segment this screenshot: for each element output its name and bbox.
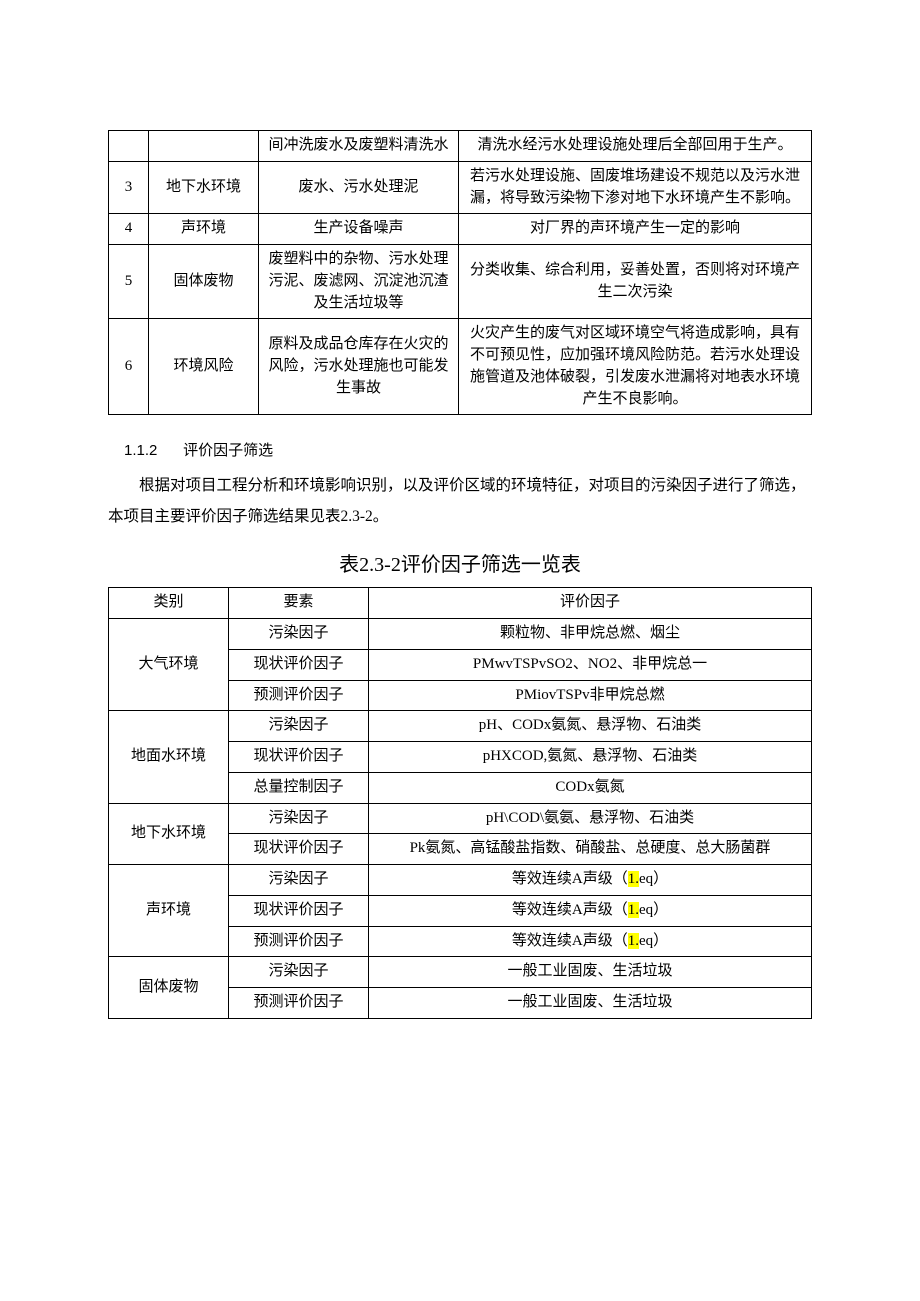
factor-cell: PMiovTSPv非甲烷总燃 <box>369 680 812 711</box>
table-header-row: 类别要素评价因子 <box>109 588 812 619</box>
factor-cell: pH、CODx氨氮、悬浮物、石油类 <box>369 711 812 742</box>
table-cell: 清洗水经污水处理设施处理后全部回用于生产。 <box>459 131 812 162</box>
table-cell <box>109 131 149 162</box>
element-cell: 现状评价因子 <box>229 649 369 680</box>
table-cell: 环境风险 <box>149 319 259 415</box>
table-row: 声环境污染因子等效连续A声级（1.eq） <box>109 865 812 896</box>
table-header-cell: 要素 <box>229 588 369 619</box>
table-row: 地下水环境污染因子pH\COD\氨氨、悬浮物、石油类 <box>109 803 812 834</box>
factor-cell: pH\COD\氨氨、悬浮物、石油类 <box>369 803 812 834</box>
category-cell: 地下水环境 <box>109 803 229 865</box>
table-cell: 对厂界的声环境产生一定的影响 <box>459 214 812 245</box>
element-cell: 预测评价因子 <box>229 680 369 711</box>
section-paragraph: 根据对项目工程分析和环境影响识别，以及评价区域的环境特征，对项目的污染因子进行了… <box>108 470 812 532</box>
element-cell: 污染因子 <box>229 865 369 896</box>
factor-cell: 等效连续A声级（1.eq） <box>369 865 812 896</box>
table-row: 6环境风险原料及成品仓库存在火灾的风险，污水处理施也可能发生事故火灾产生的废气对… <box>109 319 812 415</box>
table-row: 固体废物污染因子一般工业固废、生活垃圾 <box>109 957 812 988</box>
table-cell: 生产设备噪声 <box>259 214 459 245</box>
table-cell: 声环境 <box>149 214 259 245</box>
table-cell <box>149 131 259 162</box>
element-cell: 污染因子 <box>229 619 369 650</box>
table-cell: 6 <box>109 319 149 415</box>
table-cell: 间冲洗废水及废塑料清洗水 <box>259 131 459 162</box>
table-cell: 3 <box>109 161 149 214</box>
table-cell: 原料及成品仓库存在火灾的风险，污水处理施也可能发生事故 <box>259 319 459 415</box>
element-cell: 污染因子 <box>229 957 369 988</box>
table-row: 3地下水环境废水、污水处理泥若污水处理设施、固废堆场建设不规范以及污水泄漏，将导… <box>109 161 812 214</box>
table-header-cell: 评价因子 <box>369 588 812 619</box>
element-cell: 现状评价因子 <box>229 895 369 926</box>
element-cell: 预测评价因子 <box>229 926 369 957</box>
table-cell: 若污水处理设施、固废堆场建设不规范以及污水泄漏，将导致污染物下渗对地下水环境产生… <box>459 161 812 214</box>
section-heading: 1.1.2 评价因子筛选 <box>124 439 812 460</box>
section-title: 评价因子筛选 <box>183 443 273 459</box>
element-cell: 预测评价因子 <box>229 988 369 1019</box>
table-row: 间冲洗废水及废塑料清洗水清洗水经污水处理设施处理后全部回用于生产。 <box>109 131 812 162</box>
table-cell: 废水、污水处理泥 <box>259 161 459 214</box>
table-env-impact: 间冲洗废水及废塑料清洗水清洗水经污水处理设施处理后全部回用于生产。3地下水环境废… <box>108 130 812 415</box>
element-cell: 现状评价因子 <box>229 742 369 773</box>
category-cell: 固体废物 <box>109 957 229 1019</box>
table-cell: 分类收集、综合利用，妥善处置，否则将对环境产生二次污染 <box>459 245 812 319</box>
factor-cell: 颗粒物、非甲烷总燃、烟尘 <box>369 619 812 650</box>
factor-cell: 等效连续A声级（1.eq） <box>369 926 812 957</box>
table-cell: 火灾产生的废气对区域环境空气将造成影响，具有不可预见性，应加强环境风险防范。若污… <box>459 319 812 415</box>
section-number: 1.1.2 <box>124 442 157 459</box>
category-cell: 声环境 <box>109 865 229 957</box>
table-header-cell: 类别 <box>109 588 229 619</box>
table2-title: 表2.3-2评价因子筛选一览表 <box>108 548 812 577</box>
category-cell: 地面水环境 <box>109 711 229 803</box>
factor-cell: pHXCOD,氨氮、悬浮物、石油类 <box>369 742 812 773</box>
table-cell: 4 <box>109 214 149 245</box>
factor-cell: 一般工业固废、生活垃圾 <box>369 957 812 988</box>
table-row: 地面水环境污染因子pH、CODx氨氮、悬浮物、石油类 <box>109 711 812 742</box>
element-cell: 总量控制因子 <box>229 772 369 803</box>
factor-cell: PMwvTSPvSO2、NO2、非甲烷总一 <box>369 649 812 680</box>
element-cell: 污染因子 <box>229 803 369 834</box>
element-cell: 污染因子 <box>229 711 369 742</box>
factor-cell: 一般工业固废、生活垃圾 <box>369 988 812 1019</box>
table-cell: 5 <box>109 245 149 319</box>
factor-cell: Pk氨氮、高锰酸盐指数、硝酸盐、总硬度、总大肠菌群 <box>369 834 812 865</box>
table-cell: 固体废物 <box>149 245 259 319</box>
table-cell: 废塑料中的杂物、污水处理污泥、废滤网、沉淀池沉渣及生活垃圾等 <box>259 245 459 319</box>
category-cell: 大气环境 <box>109 619 229 711</box>
table-row: 大气环境污染因子颗粒物、非甲烷总燃、烟尘 <box>109 619 812 650</box>
table-eval-factors: 类别要素评价因子大气环境污染因子颗粒物、非甲烷总燃、烟尘现状评价因子PMwvTS… <box>108 587 812 1019</box>
factor-cell: 等效连续A声级（1.eq） <box>369 895 812 926</box>
table-row: 4声环境生产设备噪声对厂界的声环境产生一定的影响 <box>109 214 812 245</box>
page: 间冲洗废水及废塑料清洗水清洗水经污水处理设施处理后全部回用于生产。3地下水环境废… <box>0 0 920 1301</box>
factor-cell: CODx氨氮 <box>369 772 812 803</box>
element-cell: 现状评价因子 <box>229 834 369 865</box>
table-cell: 地下水环境 <box>149 161 259 214</box>
table-row: 5固体废物废塑料中的杂物、污水处理污泥、废滤网、沉淀池沉渣及生活垃圾等分类收集、… <box>109 245 812 319</box>
